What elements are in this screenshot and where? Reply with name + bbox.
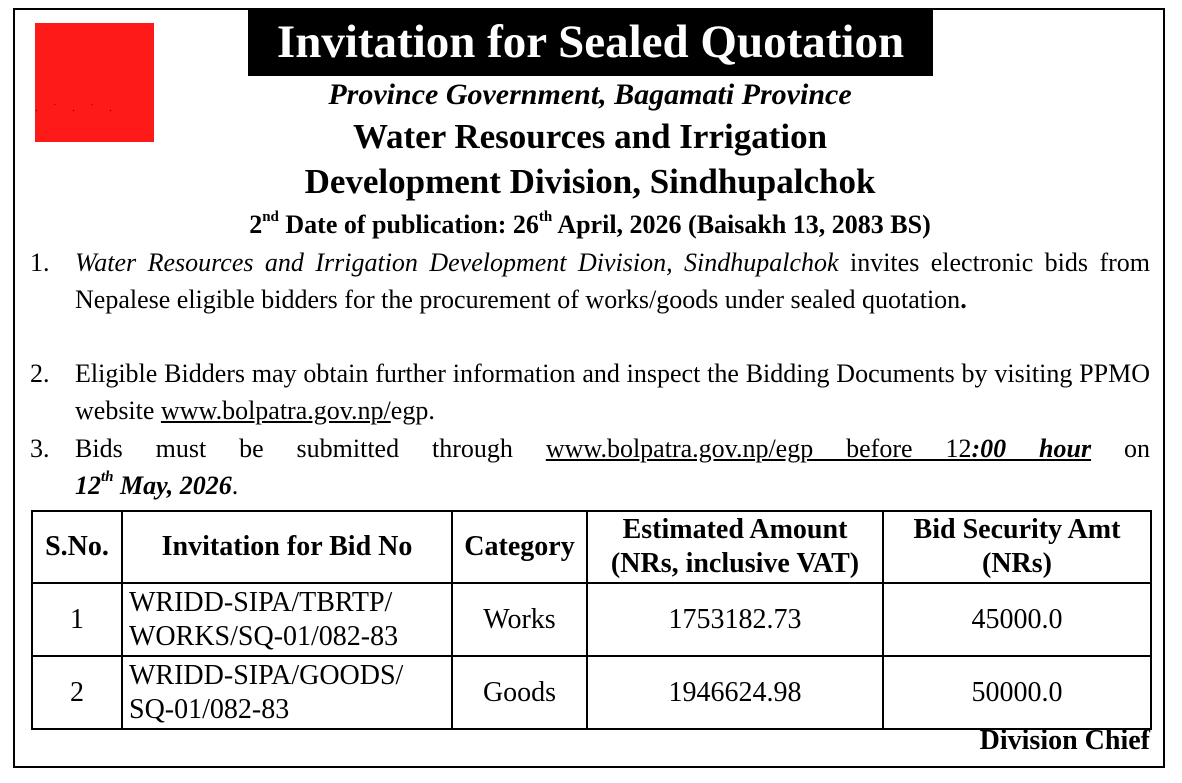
deadline-time: :00 hour (971, 434, 1092, 463)
ppmo-website-link[interactable]: www.bolpatra.gov.np/ (160, 396, 391, 425)
bid-table: S.No. Invitation for Bid No Category Est… (31, 510, 1152, 730)
deadline-date: 12th May, 2026 (75, 469, 232, 500)
header-estimated-amount: Estimated Amount (NRs, inclusive VAT) (586, 510, 884, 584)
cell-sno: 1 (31, 582, 123, 657)
cell-bid-security: 50000.0 (882, 655, 1152, 730)
division-name-line2: Development Division, Sindhupalchok (304, 162, 876, 201)
cell-category: Goods (451, 655, 588, 730)
cell-estimated-amount: 1946624.98 (586, 655, 884, 730)
emblem-logo: . ˙ . ˙ . (35, 23, 154, 142)
table-row: 1 WRIDD-SIPA/TBRTP/WORKS/SQ-01/082-83 Wo… (31, 582, 1152, 657)
paragraph-number: 2. (30, 359, 50, 388)
table-row: 2 WRIDD-SIPA/GOODS/SQ-01/082-83 Goods 19… (31, 655, 1152, 730)
paragraph-1: 1. Water Resources and Irrigation Develo… (30, 244, 1150, 318)
paragraph-2: 2. Eligible Bidders may obtain further i… (30, 355, 1150, 429)
signature-title: Division Chief (979, 725, 1150, 756)
cell-estimated-amount: 1753182.73 (586, 582, 884, 657)
division-name-line1: Water Resources and Irrigation (352, 117, 828, 156)
header-category: Category (451, 510, 588, 584)
paragraph-3: 3. Bids must be submitted through www.bo… (30, 430, 1150, 504)
cell-bid-no: WRIDD-SIPA/GOODS/SQ-01/082-83 (121, 655, 453, 730)
government-name: Province Government, Bagamati Province (328, 78, 852, 111)
header-sno: S.No. (31, 510, 123, 584)
emblem-detail: . ˙ . ˙ . (35, 104, 119, 114)
header-bid-no: Invitation for Bid No (121, 510, 453, 584)
paragraph-number: 3. (30, 434, 50, 463)
header-bid-security: Bid Security Amt (NRs) (882, 510, 1152, 584)
notice-title: Invitation for Sealed Quotation (248, 8, 933, 76)
cell-category: Works (451, 582, 588, 657)
cell-bid-no: WRIDD-SIPA/TBRTP/WORKS/SQ-01/082-83 (121, 582, 453, 657)
cell-sno: 2 (31, 655, 123, 730)
publication-date: 2nd Date of publication: 26th April, 202… (249, 209, 931, 239)
cell-bid-security: 45000.0 (882, 582, 1152, 657)
paragraph-number: 1. (30, 248, 50, 277)
division-italic: Water Resources and Irrigation Developme… (75, 248, 839, 277)
egp-submission-link[interactable]: www.bolpatra.gov.np/egp before 12 (545, 434, 972, 463)
table-header-row: S.No. Invitation for Bid No Category Est… (31, 510, 1152, 584)
